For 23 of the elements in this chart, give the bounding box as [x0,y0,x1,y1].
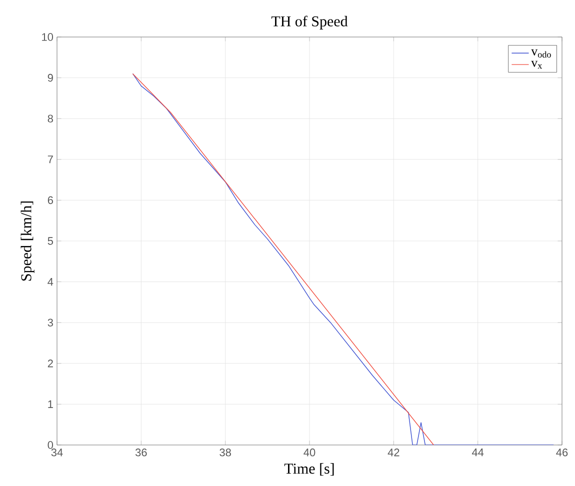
y-tick-label: 9 [48,74,53,82]
chart-title: TH of Speed [271,16,348,30]
y-tick-label: 7 [48,156,53,164]
x-tick-label: 40 [304,448,316,456]
x-tick-label: 38 [220,448,231,456]
y-tick-label: 5 [48,237,53,245]
y-tick-label: 6 [48,196,53,204]
x-tick-label: 36 [135,448,147,456]
y-tick-label: 4 [48,278,54,286]
x-tick-label: 46 [556,448,568,456]
y-tick-label: 8 [48,114,53,122]
x-axis-title: Time [s] [284,463,334,476]
x-tick-label: 44 [472,448,484,456]
y-tick-label: 2 [48,360,53,368]
y-tick-label: 3 [48,318,53,326]
y-axis-title: Speed [km/h] [20,201,34,281]
y-tick-label: 1 [48,400,53,408]
x-tick-label: 34 [51,448,63,456]
y-tick-label: 0 [48,441,54,449]
legend-label: v$_{x}$ [531,60,542,69]
x-tick-label: 42 [388,448,400,456]
legend-label: v$_{odo}$ [531,49,551,58]
y-tick-label: 10 [42,33,54,41]
